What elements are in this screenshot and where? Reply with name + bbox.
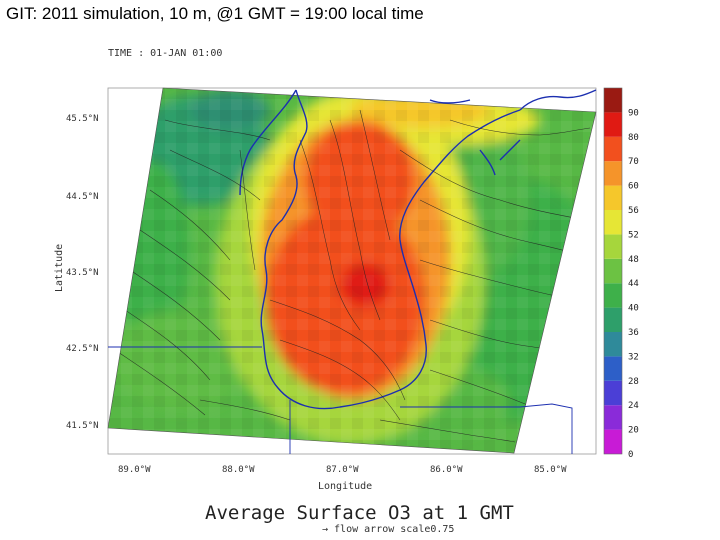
y-axis-ticks: 45.5°N 44.5°N 43.5°N 42.5°N 41.5°N — [66, 114, 99, 431]
colorbar-segment — [604, 258, 622, 284]
colorbar-tick-label: 90 — [628, 108, 639, 118]
slide-title: GIT: 2011 simulation, 10 m, @1 GMT = 19:… — [6, 4, 424, 23]
colorbar-segment — [604, 307, 622, 332]
colorbar-tick-label: 56 — [628, 206, 639, 216]
x-tick-label: 87.0°W — [326, 465, 359, 475]
x-tick-label: 86.0°W — [430, 465, 463, 475]
colorbar-tick-label: 20 — [628, 426, 639, 436]
y-axis-label: Latitude — [54, 244, 65, 292]
colorbar-segment — [604, 112, 622, 137]
colorbar-tick-label: 28 — [628, 377, 639, 387]
colorbar-segment — [604, 380, 622, 406]
colorbar-segment — [604, 185, 622, 210]
colorbar-segment — [604, 405, 622, 430]
x-axis-ticks: 89.0°W 88.0°W 87.0°W 86.0°W 85.0°W — [118, 465, 567, 475]
x-tick-label: 85.0°W — [534, 465, 567, 475]
plot-frame — [107, 87, 597, 455]
colorbar-segment — [604, 429, 622, 454]
colorbar-segment — [604, 332, 622, 357]
colorbar-frame — [603, 87, 623, 455]
colorbar-tick-label: 80 — [628, 133, 639, 143]
colorbar-tick-label: 0 — [628, 450, 633, 460]
flow-arrow-scale: → flow arrow scale0.75 — [322, 524, 454, 535]
coastlines — [239, 89, 597, 410]
colorbar-tick-label: 52 — [628, 230, 639, 240]
x-tick-label: 89.0°W — [118, 465, 151, 475]
colorbar-segment — [604, 161, 622, 186]
colorbar-segment — [604, 356, 622, 381]
colorbar-segment — [604, 88, 622, 113]
y-tick-label: 44.5°N — [66, 192, 99, 202]
colorbar-tick-label: 36 — [628, 328, 639, 338]
colorbar: 0 20 24 28 32 36 40 44 48 52 56 60 70 80 90 — [603, 87, 639, 460]
colorbar-tick-label: 44 — [628, 279, 639, 289]
colorbar-tick-label: 24 — [628, 401, 639, 411]
colorbar-segment — [604, 283, 622, 308]
colorbar-segment — [604, 136, 622, 162]
colorbar-tick-label: 40 — [628, 304, 639, 314]
colorbar-tick-label: 70 — [628, 157, 639, 167]
colorbar-segment — [604, 210, 622, 235]
state-borders — [108, 346, 573, 454]
ozone-field — [108, 88, 596, 453]
flow-streamlines — [114, 109, 591, 443]
time-label: TIME : 01-JAN 01:00 — [108, 48, 222, 59]
colorbar-tick-label: 32 — [628, 352, 639, 362]
colorbar-segment — [604, 234, 622, 259]
colorbar-tick-label: 60 — [628, 182, 639, 192]
y-tick-label: 41.5°N — [66, 421, 99, 431]
x-tick-label: 88.0°W — [222, 465, 255, 475]
domain-outline — [107, 87, 597, 454]
y-tick-label: 43.5°N — [66, 268, 99, 278]
x-axis-label: Longitude — [318, 481, 372, 492]
plot-title: Average Surface O3 at 1 GMT — [205, 502, 514, 524]
colorbar-tick-label: 48 — [628, 255, 639, 265]
y-tick-label: 45.5°N — [66, 114, 99, 124]
y-tick-label: 42.5°N — [66, 344, 99, 354]
